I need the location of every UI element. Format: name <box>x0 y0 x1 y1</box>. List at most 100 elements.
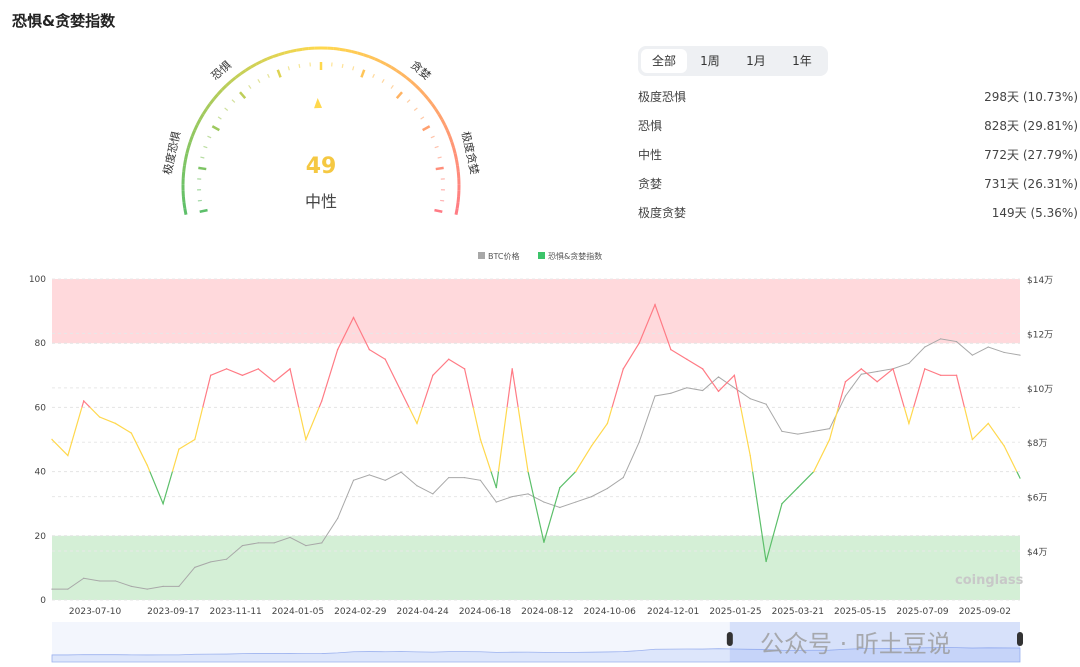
stat-label: 极度贪婪 <box>638 206 687 220</box>
stat-row-extreme-greed: 极度贪婪 149天 (5.36%) <box>638 204 1078 233</box>
tab-all[interactable]: 全部 <box>641 49 687 73</box>
coinglass-logo: coinglass <box>955 573 1024 588</box>
gauge-arc-segment <box>427 98 434 105</box>
gauge-arc-segment <box>368 55 376 61</box>
gauge-tick <box>200 156 205 159</box>
navigator-area <box>51 647 1021 663</box>
fgi-point <box>432 374 434 376</box>
y-left-tick-label: 100 <box>29 275 46 285</box>
gauge-arc-segment <box>212 93 219 101</box>
gauge-arc-segment <box>456 196 461 203</box>
gauge-arc-segment <box>419 88 426 96</box>
stat-row-neutral: 中性 772天 (27.79%) <box>638 146 1078 175</box>
fgi-point <box>384 358 386 360</box>
btc-price-point <box>305 544 307 547</box>
gauge-arc-segment <box>414 84 422 92</box>
gauge-tick <box>211 125 220 132</box>
btc-price-point <box>416 485 418 487</box>
gauge-arc-segment <box>234 72 242 79</box>
gauge-arc-segment <box>290 48 297 53</box>
btc-price-point <box>765 403 767 405</box>
gauge-arc-segment <box>186 141 192 149</box>
btc-price-point <box>781 430 783 432</box>
btc-price-point <box>686 387 688 389</box>
fgi-point <box>717 390 720 393</box>
gauge-arc-segment <box>455 159 460 167</box>
tab-1-week[interactable]: 1周 <box>700 54 720 68</box>
btc-price-point <box>860 373 862 375</box>
gauge-tick <box>207 135 212 139</box>
btc-price-point <box>559 506 561 509</box>
fgi-point <box>162 503 164 505</box>
gauge-arc-segment <box>216 88 223 96</box>
fgi-point <box>289 368 291 370</box>
stat-label: 恐惧 <box>638 119 663 133</box>
tab-1-month[interactable]: 1月 <box>746 54 766 68</box>
gauge-tick <box>267 73 270 78</box>
gauge-arc-segment <box>208 98 215 105</box>
gauge-arc-segment <box>448 135 454 143</box>
btc-price-point <box>1019 354 1021 356</box>
btc-price-point <box>955 340 958 343</box>
fgi-point <box>733 374 736 376</box>
gauge-value: 49 <box>306 154 337 179</box>
btc-price-point <box>384 479 386 481</box>
fgi-point <box>559 486 561 489</box>
legend-fgi-label: 恐惧&贪婪指数 <box>548 251 602 261</box>
fgi-point <box>813 470 815 473</box>
gauge-arc-segment <box>182 202 187 209</box>
stat-value: 298天 (10.73%) <box>984 90 1078 104</box>
fgi-point <box>939 374 942 376</box>
x-tick-label: 2023-11-11 <box>209 607 261 617</box>
fgi-point <box>987 422 989 425</box>
navigator-handle[interactable] <box>726 632 733 646</box>
x-tick-label: 2024-10-06 <box>584 607 637 617</box>
fgi-point <box>400 390 402 393</box>
fgi-point <box>241 374 244 376</box>
btc-price-point <box>844 395 847 397</box>
btc-price-point <box>479 479 482 481</box>
gauge-arc-segment <box>190 129 197 137</box>
y-right-tick-label: $8万 <box>1027 439 1047 449</box>
fgi-point <box>686 358 688 360</box>
gauge-arc-segment <box>260 57 268 63</box>
time-range-tabs: 全部 1周 1月 1年 <box>638 46 828 76</box>
fgi-point <box>51 438 53 441</box>
gauge-arc-segment <box>450 141 456 149</box>
btc-price-point <box>733 387 735 389</box>
x-tick-label: 2024-08-12 <box>521 607 573 617</box>
gauge-arc-segment <box>302 47 309 51</box>
y-left-tick-label: 0 <box>40 596 46 606</box>
btc-price-point <box>99 580 101 582</box>
btc-price-point <box>114 580 117 582</box>
fgi-point <box>209 374 212 376</box>
tab-1-year[interactable]: 1年 <box>792 54 812 68</box>
gauge-tick <box>360 69 366 78</box>
y-left-tick-label: 20 <box>35 532 47 542</box>
gauge-tick <box>434 145 439 149</box>
fgi-point <box>701 368 704 370</box>
fgi-point <box>352 316 355 319</box>
btc-price-point <box>352 479 355 481</box>
gauge-arc-segment <box>357 51 364 57</box>
btc-price-point <box>368 474 370 476</box>
btc-price-point <box>495 501 497 503</box>
band-fear <box>52 535 1020 600</box>
gauge-arc-segment <box>440 118 447 126</box>
btc-price-point <box>575 501 577 503</box>
gauge-arc-segment <box>239 69 247 76</box>
btc-price-point <box>51 588 53 590</box>
gauge-zone-label: 极度贪婪 <box>459 130 482 176</box>
gauge-arc-segment <box>374 57 382 63</box>
legend-btc-label: BTC价格 <box>488 251 520 261</box>
navigator-handle[interactable] <box>1017 632 1023 646</box>
gauge-arc-segment <box>195 118 202 126</box>
btc-price-point <box>971 354 973 356</box>
fgi-point <box>321 400 323 402</box>
gauge-arc-segment <box>333 47 340 51</box>
gauge-arc-segment <box>395 69 403 76</box>
fgi-point <box>670 348 672 351</box>
btc-price-point <box>463 476 466 479</box>
gauge-tick <box>420 116 425 120</box>
gauge-arc-segment <box>423 93 430 101</box>
